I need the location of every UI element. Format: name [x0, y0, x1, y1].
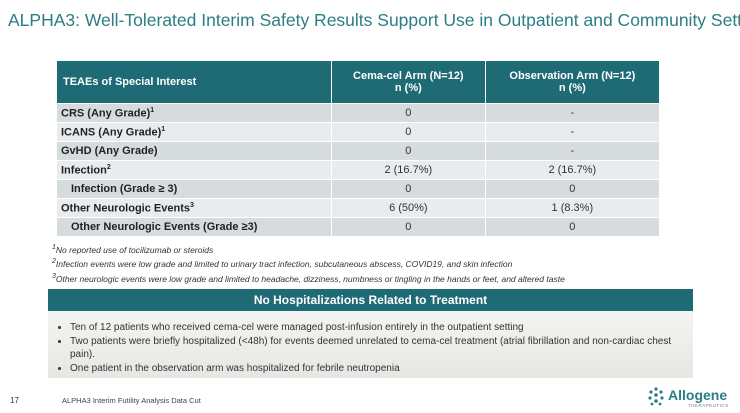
footnote-ref: 3 — [189, 201, 194, 209]
header-line: n (%) — [558, 82, 586, 94]
table-row: ICANS (Any Grade)1 0- — [56, 122, 661, 142]
bullet-list: Ten of 12 patients who received cema-cel… — [48, 311, 693, 375]
table-cell: - — [484, 141, 661, 161]
header-line: TEAEs of Special Interest — [63, 76, 197, 88]
row-label: GvHD (Any Grade) — [61, 145, 158, 157]
footnote: 1No reported use of tocilizumab or stero… — [52, 242, 565, 256]
bullet: Two patients were briefly hospitalized (… — [70, 335, 683, 362]
table-row: CRS (Any Grade)1 0- — [56, 103, 661, 123]
row-label-cell: Other Neurologic Events3 — [56, 198, 332, 218]
footnote-text: Infection events were low grade and limi… — [55, 259, 513, 270]
footnote-ref: 2 — [106, 163, 111, 171]
row-label-cell: Infection (Grade ≥ 3) — [56, 179, 332, 199]
column-header: Cema-cel Arm (N=12) n (%) — [331, 60, 486, 104]
footnotes: 1No reported use of tocilizumab or stero… — [52, 242, 565, 285]
row-label-cell: Other Neurologic Events (Grade ≥3) — [56, 217, 332, 237]
table-cell: - — [484, 103, 661, 123]
logo-icon — [648, 387, 664, 406]
footnote: 2Infection events were low grade and lim… — [52, 256, 565, 270]
header-line: Observation Arm (N=12) — [509, 70, 636, 82]
footnote-marker: 1 — [52, 244, 56, 251]
header-line: Cema-cel Arm (N=12) — [353, 70, 464, 82]
footnote-marker: 3 — [52, 272, 56, 280]
table-cell: 6 (50%) — [331, 198, 486, 218]
column-header: Observation Arm (N=12) n (%) — [484, 60, 661, 104]
footnote: 3Other neurologic events were low grade … — [52, 271, 565, 285]
logo-text: Allogene — [668, 387, 728, 403]
footnote-ref: 1 — [150, 106, 155, 114]
table-row: Other Neurologic Events (Grade ≥3) 0 0 — [56, 217, 661, 237]
column-header: TEAEs of Special Interest — [56, 60, 332, 104]
row-label: Infection — [61, 164, 107, 177]
row-label-cell: ICANS (Any Grade)1 — [56, 122, 332, 142]
page-number: 17 — [10, 396, 19, 405]
table-cell: 0 — [331, 217, 486, 237]
table-row: Other Neurologic Events3 6 (50%) 1 (8.3%) — [56, 198, 661, 218]
table-cell: 1 (8.3%) — [484, 198, 661, 218]
safety-table: TEAEs of Special Interest Cema-cel Arm (N… — [56, 60, 661, 237]
slide-title: ALPHA3: Well-Tolerated Interim Safety Re… — [8, 10, 740, 30]
row-label: ICANS (Any Grade) — [61, 126, 162, 139]
footnote-ref: 1 — [161, 125, 166, 133]
table-cell: 2 (16.7%) — [331, 160, 486, 180]
table-cell: 0 — [331, 141, 486, 161]
table-row: Infection2 2 (16.7%) 2 (16.7%) — [56, 160, 661, 180]
footer-note: ALPHA3 Interim Futility Analysis Data Cu… — [62, 396, 201, 405]
row-label-cell: Infection2 — [56, 160, 332, 180]
row-label: Other Neurologic Events (Grade ≥3) — [71, 221, 258, 233]
footnote-text: No reported use of tocilizumab or steroi… — [55, 244, 214, 255]
table-cell: 0 — [331, 179, 486, 199]
row-label-cell: GvHD (Any Grade) — [56, 141, 332, 161]
bullet: Ten of 12 patients who received cema-cel… — [70, 321, 683, 335]
logo-subtext: THERAPEUTICS — [688, 403, 729, 408]
row-label: Other Neurologic Events — [61, 202, 190, 215]
table-cell: 0 — [484, 179, 661, 199]
header-row: TEAEs of Special Interest Cema-cel Arm (N… — [56, 60, 661, 104]
footnote-text: Other neurologic events were low grade a… — [55, 273, 565, 284]
table-row: Infection (Grade ≥ 3) 0 0 — [56, 179, 661, 199]
table-cell: 2 (16.7%) — [484, 160, 661, 180]
row-label-cell: CRS (Any Grade)1 — [56, 103, 332, 123]
bullet: One patient in the observation arm was h… — [70, 362, 683, 376]
row-label: CRS (Any Grade) — [61, 107, 151, 120]
table-cell: - — [484, 122, 661, 142]
table-row: GvHD (Any Grade) 0- — [56, 141, 661, 161]
table-cell: 0 — [331, 103, 486, 123]
table-body: CRS (Any Grade)1 0- ICANS (Any Grade)1 0- Gv… — [56, 103, 661, 237]
table-cell: 0 — [331, 122, 486, 142]
table-cell: 0 — [484, 217, 661, 237]
header-line: n (%) — [394, 82, 422, 94]
callout-body: Ten of 12 patients who received cema-cel… — [48, 311, 693, 378]
row-label: Infection (Grade ≥ 3) — [71, 183, 178, 195]
footnote-marker: 2 — [52, 258, 56, 266]
callout-title: No Hospitalizations Related to Treatment — [48, 289, 693, 311]
